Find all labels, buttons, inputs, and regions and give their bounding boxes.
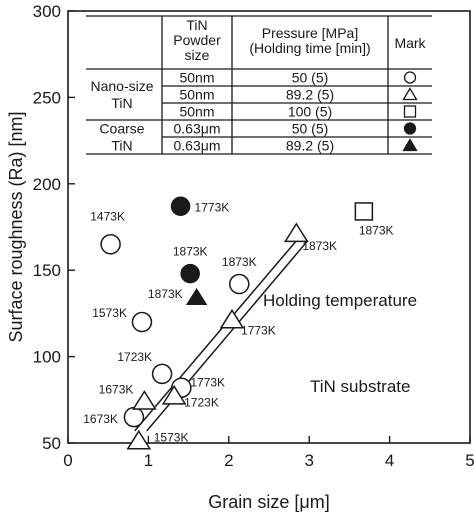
y-tick-label: 150 <box>33 261 61 280</box>
legend-open-square-marker <box>403 105 417 118</box>
data-points <box>100 196 374 450</box>
table-size-cell: 50nm <box>179 87 214 103</box>
table-size-cell: 50nm <box>179 70 214 86</box>
table-header-text: Pressure [MPa] <box>262 25 358 41</box>
trend-lines <box>134 240 309 432</box>
table-header-text: size <box>185 47 210 63</box>
y-tick-label: 50 <box>42 434 61 453</box>
holding-temperature-annotation: Holding temperature <box>263 291 417 310</box>
open-square-marker <box>354 202 374 221</box>
open-triangle-marker <box>126 429 152 450</box>
y-tick-label: 200 <box>33 175 61 194</box>
plot-frame <box>67 10 471 444</box>
table-size-cell: 0.63μm <box>174 138 221 154</box>
table-header-text: Mark <box>394 35 426 51</box>
legend-open-triangle-marker <box>402 87 418 101</box>
table-size-cell: 0.63μm <box>174 121 221 137</box>
table-header-text: Powder <box>173 32 221 48</box>
table-pressure-cell: 89.2 (5) <box>286 87 334 103</box>
open-circle-marker <box>100 234 121 255</box>
table-group-label: Nano-size <box>90 78 153 94</box>
point-temperature-label: 1473K <box>90 209 125 223</box>
legend-filled-triangle-marker <box>402 138 418 152</box>
x-axis-title: Grain size [μm] <box>208 492 329 512</box>
x-tick-label: 5 <box>465 451 474 470</box>
point-temperature-label: 1873K <box>302 239 337 253</box>
y-tick-label: 250 <box>33 88 61 107</box>
open-circle-marker <box>229 273 250 295</box>
table-pressure-cell: 100 (5) <box>288 104 332 120</box>
filled-circle-marker <box>180 263 200 284</box>
table-group-label: TiN <box>111 138 132 154</box>
open-triangle-marker <box>161 384 187 405</box>
x-tick-label: 4 <box>385 451 394 470</box>
open-circle-marker <box>123 406 145 428</box>
legend-filled-circle-marker <box>403 122 417 135</box>
point-labels: 1473K 1573K 1673K 1723K 1773K 1873K 1573K 1673K… <box>83 200 393 444</box>
point-temperature-label: 1773K <box>190 376 225 390</box>
x-tick-label: 3 <box>304 451 313 470</box>
point-temperature-label: 1773K <box>195 200 230 214</box>
x-tick-label: 0 <box>63 451 72 470</box>
tin-substrate-annotation: TiN substrate <box>310 377 410 396</box>
table-group-label: Coarse <box>99 121 144 137</box>
trend-line <box>134 240 297 432</box>
table-size-cell: 50nm <box>179 104 214 120</box>
point-temperature-label: 1673K <box>99 383 134 397</box>
open-circle-marker <box>151 363 173 385</box>
y-axis-ticks: 50 100 150 200 250 300 <box>33 2 75 453</box>
open-triangle-marker <box>283 222 309 243</box>
table-header-text: TiN <box>186 17 207 33</box>
x-tick-label: 1 <box>144 451 153 470</box>
x-tick-label: 2 <box>224 451 233 470</box>
y-tick-label: 300 <box>33 2 61 21</box>
point-temperature-label: 1573K <box>92 306 127 320</box>
point-temperature-label: 1873K <box>359 223 394 237</box>
point-temperature-label: 1723K <box>117 350 152 364</box>
open-circle-marker <box>131 311 153 333</box>
point-temperature-label: 1723K <box>184 395 219 409</box>
table-group-label: TiN <box>111 95 132 111</box>
table-pressure-cell: 50 (5) <box>292 121 329 137</box>
open-triangle-marker <box>132 390 157 410</box>
x-axis-ticks: 0 1 2 3 4 5 <box>63 436 474 470</box>
point-temperature-label: 1873K <box>222 255 257 269</box>
point-temperature-label: 1873K <box>148 287 183 301</box>
y-axis-title: Surface roughness (Ra) [nm] <box>6 111 26 342</box>
point-temperature-label: 1673K <box>83 412 118 426</box>
point-temperature-label: 1773K <box>241 323 276 337</box>
table-pressure-cell: 89.2 (5) <box>286 138 334 154</box>
open-triangle-marker <box>219 308 245 329</box>
filled-triangle-marker <box>185 287 208 305</box>
filled-circle-marker <box>170 196 191 217</box>
table-header-text: (Holding time [min]) <box>249 40 370 56</box>
table-pressure-cell: 50 (5) <box>292 70 329 86</box>
y-tick-label: 100 <box>33 348 61 367</box>
legend-open-circle-marker <box>403 71 417 84</box>
point-temperature-label: 1573K <box>154 430 189 444</box>
point-temperature-label: 1873K <box>173 245 208 259</box>
